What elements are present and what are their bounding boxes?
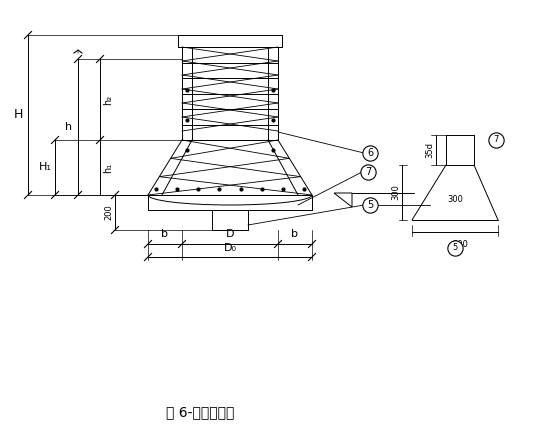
Text: b: b bbox=[161, 229, 169, 239]
Text: 图 6-扩大头大样: 图 6-扩大头大样 bbox=[166, 405, 234, 419]
Text: h: h bbox=[65, 122, 72, 132]
Text: H: H bbox=[13, 108, 23, 122]
Text: b: b bbox=[291, 229, 299, 239]
Text: 6: 6 bbox=[367, 148, 373, 158]
Text: D₀: D₀ bbox=[223, 243, 237, 253]
Text: 300: 300 bbox=[452, 240, 468, 249]
Text: D: D bbox=[226, 229, 234, 239]
Text: 300: 300 bbox=[447, 196, 463, 205]
Text: 5: 5 bbox=[452, 243, 458, 252]
Text: 7: 7 bbox=[365, 167, 371, 177]
Text: 200: 200 bbox=[104, 205, 113, 220]
Text: h₁: h₁ bbox=[103, 163, 113, 172]
Text: 300: 300 bbox=[391, 184, 400, 200]
Text: 7: 7 bbox=[493, 135, 499, 144]
Text: H₁: H₁ bbox=[39, 163, 51, 172]
Text: h₂: h₂ bbox=[103, 95, 113, 104]
Text: 5: 5 bbox=[367, 200, 373, 210]
Text: 35d: 35d bbox=[425, 142, 434, 158]
